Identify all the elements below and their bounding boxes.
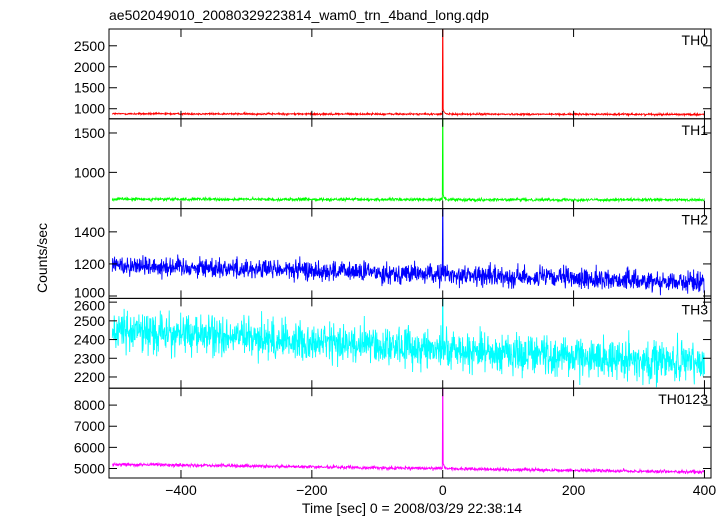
series-th3	[111, 298, 705, 388]
y-ticks: 1000 1500 2000 2500	[74, 38, 711, 117]
y-tick-label: 2500	[74, 313, 105, 329]
y-tick-label: 8000	[74, 397, 105, 413]
panel-th0123: 5000 6000 7000 8000 TH0123	[74, 387, 712, 479]
y-tick-label: 2200	[74, 369, 105, 385]
y-tick-label: 6000	[74, 439, 105, 455]
y-tick-label: 1500	[74, 80, 105, 96]
series-th1	[111, 118, 705, 204]
y-ticks: 5000 6000 7000 8000	[74, 397, 711, 476]
panel-label: TH2	[682, 212, 709, 228]
y-tick-label: 1200	[74, 256, 105, 272]
y-tick-label: 1000	[74, 284, 105, 300]
series-th0	[111, 29, 705, 118]
panels: 1000 1500 2000 2500 TH0 1000 1500 TH1 1000 1200 14…	[74, 28, 712, 479]
chart-title: ae502049010_20080329223814_wam0_trn_4ban…	[109, 7, 489, 23]
y-tick-label: 5000	[74, 460, 105, 476]
y-tick-label: 2600	[74, 297, 105, 313]
panel-th1: 1000 1500 TH1	[74, 118, 712, 210]
panel-th2: 1000 1200 1400 TH2	[74, 208, 712, 300]
y-tick-label: 1500	[74, 125, 105, 141]
y-tick-label: 2000	[74, 59, 105, 75]
y-ticks: 1000 1200 1400	[74, 224, 711, 300]
y-tick-label: 1400	[74, 224, 105, 240]
y-tick-label: 2300	[74, 350, 105, 366]
y-axis-label: Counts/sec	[34, 223, 50, 293]
panel-label: TH0123	[658, 391, 708, 407]
x-tick-label: 200	[562, 482, 586, 498]
panel-th0: 1000 1500 2000 2500 TH0	[74, 28, 712, 120]
x-axis: −400 −200 0 200 400	[165, 482, 716, 498]
panel-label: TH0	[682, 32, 709, 48]
x-tick-label: 400	[693, 482, 717, 498]
y-tick-label: 1000	[74, 101, 105, 117]
panel-frame	[108, 118, 712, 210]
panel-frame	[108, 387, 712, 479]
x-axis-label: Time [sec] 0 = 2008/03/29 22:38:14	[302, 500, 522, 516]
x-tick-label: −400	[165, 482, 197, 498]
x-tick-label: 0	[439, 482, 447, 498]
series-th2	[111, 208, 705, 296]
y-tick-label: 1000	[74, 164, 105, 180]
y-tick-label: 2500	[74, 38, 105, 54]
x-tick-label: −200	[296, 482, 328, 498]
panel-frame	[108, 28, 712, 120]
series-th0123	[112, 388, 705, 475]
y-tick-label: 7000	[74, 418, 105, 434]
y-ticks: 1000 1500	[74, 125, 711, 180]
y-tick-label: 2400	[74, 332, 105, 348]
panel-label: TH1	[682, 122, 709, 138]
panel-label: TH3	[682, 301, 709, 317]
